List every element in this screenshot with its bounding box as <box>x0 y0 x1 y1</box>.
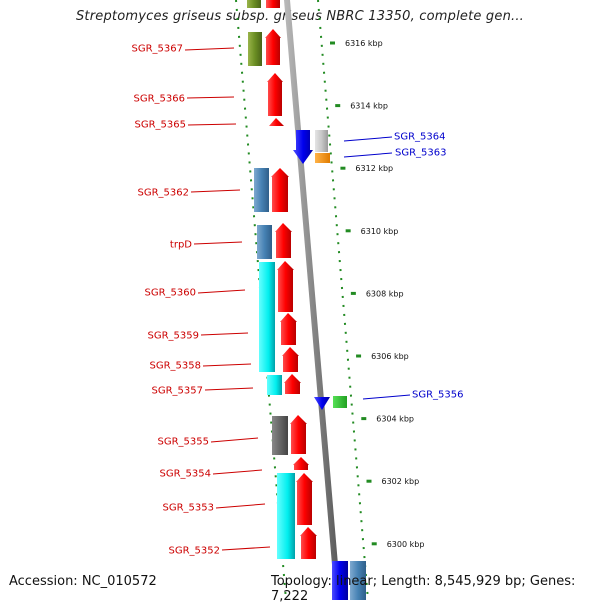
kbp-label: 6312 kbp <box>355 164 393 173</box>
gene-label[interactable]: SGR_5356 <box>412 390 464 401</box>
gene-label[interactable]: SGR_5362 <box>138 188 190 199</box>
kbp-label: 6304 kbp <box>376 415 414 424</box>
gene-block[interactable] <box>248 32 262 66</box>
gene-label[interactable]: trpD <box>170 240 192 251</box>
gene-arrow[interactable] <box>293 457 309 470</box>
kbp-label: 6310 kbp <box>361 227 399 236</box>
kbp-tick <box>340 166 346 170</box>
leader-line <box>184 47 235 51</box>
leader-line <box>193 241 243 245</box>
leader-line <box>200 332 249 336</box>
gene-arrow[interactable] <box>280 313 297 345</box>
gene-label[interactable]: SGR_5366 <box>134 94 186 105</box>
accession-text: Accession: NC_010572 <box>9 574 157 589</box>
leader-line <box>204 387 254 391</box>
kbp-tick <box>345 229 351 233</box>
gene-label[interactable]: SGR_5358 <box>150 361 202 372</box>
kbp-label: 6306 kbp <box>371 352 409 361</box>
gene-block[interactable] <box>332 561 348 600</box>
leader-line <box>197 289 246 294</box>
gene-label[interactable]: SGR_5354 <box>160 469 212 480</box>
kbp-tick <box>371 542 377 546</box>
left-guide-line <box>235 0 287 600</box>
gene-block[interactable] <box>277 473 295 559</box>
gene-label[interactable]: SGR_5365 <box>135 120 187 131</box>
gene-arrow[interactable] <box>282 347 299 372</box>
kbp-tick <box>330 41 335 45</box>
gene-glyphs <box>247 0 366 600</box>
leader-line <box>215 503 266 509</box>
kbp-label: 6302 kbp <box>382 477 420 486</box>
gene-label[interactable]: SGR_5353 <box>163 503 215 514</box>
gene-arrow[interactable] <box>314 397 330 410</box>
right-guide-line <box>317 0 369 600</box>
leader-line <box>202 363 252 367</box>
gene-arrow[interactable] <box>290 415 307 454</box>
leader-line <box>187 123 237 126</box>
gene-block[interactable] <box>254 168 269 212</box>
gene-block[interactable] <box>259 262 275 372</box>
position-ticks: 6316 kbp 6314 kbp 6312 kbp 6310 kbp 6308 kbp… <box>330 39 424 549</box>
gene-arrow[interactable] <box>277 261 294 312</box>
kbp-label: 6308 kbp <box>366 289 404 298</box>
gene-block[interactable] <box>272 416 288 455</box>
leader-line <box>221 546 271 551</box>
gene-block[interactable] <box>315 130 328 152</box>
leader-line <box>210 437 259 443</box>
leader-line <box>362 394 411 400</box>
leader-line <box>212 469 263 475</box>
gene-label[interactable]: SGR_5357 <box>152 386 204 397</box>
gene-arrow[interactable] <box>300 527 317 559</box>
gene-arrow[interactable] <box>275 223 292 258</box>
gene-label[interactable]: SGR_5363 <box>395 148 447 159</box>
kbp-tick <box>361 417 367 421</box>
left-gene-labels: SGR_5367 SGR_5366 SGR_5365 SGR_5362 trpD SGR_… <box>132 44 271 557</box>
kbp-tick <box>356 354 362 358</box>
gene-block[interactable] <box>266 0 280 8</box>
kbp-label: 6314 kbp <box>350 102 388 111</box>
gene-arrow[interactable] <box>284 374 301 394</box>
gene-label[interactable]: SGR_5360 <box>145 288 197 299</box>
gene-arrow[interactable] <box>296 473 313 525</box>
gene-arrow[interactable] <box>293 130 313 164</box>
kbp-tick <box>350 291 356 295</box>
kbp-label: 6300 kbp <box>387 540 425 549</box>
leader-line <box>190 189 241 193</box>
gene-block[interactable] <box>267 375 282 395</box>
gene-label[interactable]: SGR_5367 <box>132 44 184 55</box>
right-gene-labels: SGR_5364 SGR_5363 SGR_5356 <box>343 132 464 401</box>
kbp-label: 6316 kbp <box>345 39 383 48</box>
leader-line <box>343 136 393 142</box>
gene-label[interactable]: SGR_5355 <box>158 437 210 448</box>
kbp-tick <box>366 479 372 483</box>
leader-line <box>186 96 235 99</box>
gene-block[interactable] <box>333 396 347 408</box>
gene-arrow[interactable] <box>267 73 283 116</box>
gene-label[interactable]: SGR_5359 <box>148 331 200 342</box>
gene-block[interactable] <box>257 225 272 259</box>
leader-line <box>343 152 393 158</box>
genome-title: Streptomyces griseus subsp. griseus NBRC… <box>75 9 525 24</box>
gene-label[interactable]: SGR_5352 <box>169 546 221 557</box>
gene-arrow[interactable] <box>269 118 284 126</box>
gene-arrow[interactable] <box>265 29 281 65</box>
kbp-tick <box>335 104 341 108</box>
gene-block[interactable] <box>315 153 330 163</box>
gene-arrow[interactable] <box>271 168 289 212</box>
gene-label[interactable]: SGR_5364 <box>394 132 446 143</box>
gene-block[interactable] <box>350 561 366 600</box>
gene-block[interactable] <box>247 0 261 8</box>
